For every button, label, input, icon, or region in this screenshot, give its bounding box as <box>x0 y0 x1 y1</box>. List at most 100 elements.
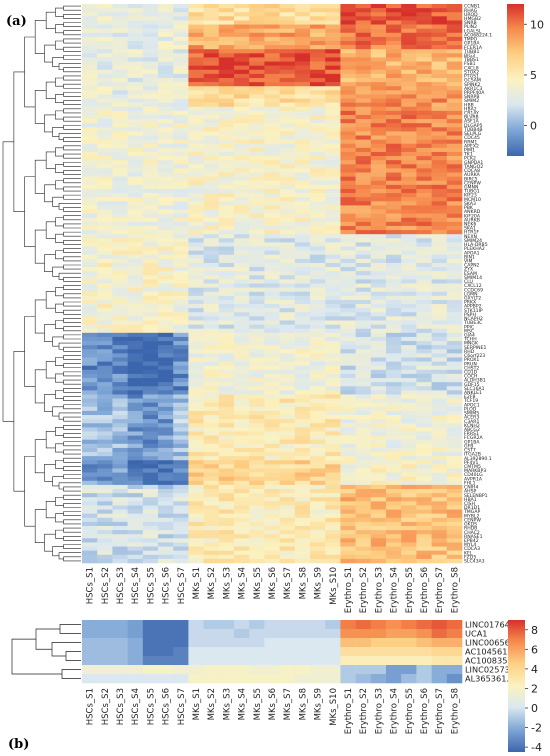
heatmap-a-cell <box>112 271 128 276</box>
heatmap-a-cell <box>234 373 250 379</box>
heatmap-a-cell <box>279 406 296 412</box>
heatmap-a-cell <box>340 291 356 297</box>
heatmap-a-cell <box>264 287 280 293</box>
heatmap-a-cell <box>127 28 144 34</box>
heatmap-a-cell <box>188 213 204 219</box>
heatmap-a-cell <box>158 345 174 350</box>
heatmap-a-cell <box>173 94 189 99</box>
dendrogram-branch <box>63 441 81 447</box>
heatmap-a-cell <box>142 427 159 432</box>
heatmap-a-cell <box>127 291 144 297</box>
heatmap-a-cell <box>416 131 432 136</box>
dendrogram-branch <box>63 124 81 130</box>
heatmap-a-cell <box>218 127 235 132</box>
heatmap-a-cell <box>431 147 448 153</box>
heatmap-a-cell <box>279 258 296 264</box>
heatmap-a-cell <box>431 283 448 288</box>
heatmap-a-cell <box>142 114 159 120</box>
heatmap-a-cell <box>234 480 250 486</box>
heatmap-a-cell <box>249 546 265 551</box>
heatmap-a-cell <box>234 456 250 461</box>
heatmap-a-cell <box>416 184 432 190</box>
heatmap-a-cell <box>142 86 159 91</box>
heatmap-a-cell <box>340 201 356 206</box>
heatmap-a-cell <box>370 143 387 149</box>
heatmap-a-cell <box>142 369 159 375</box>
heatmap-a-cell <box>279 550 296 556</box>
heatmap-a-cell <box>294 373 311 379</box>
heatmap-a-cell <box>370 526 387 531</box>
heatmap-a-cell <box>249 382 265 387</box>
heatmap-a-cell <box>386 238 402 243</box>
heatmap-a-cell <box>234 180 250 186</box>
heatmap-a-cell <box>218 279 235 284</box>
dendrogram-branch <box>52 336 64 347</box>
dendrogram-branch <box>35 628 60 650</box>
heatmap-a-cell <box>325 49 341 54</box>
heatmap-a-cell <box>386 94 402 99</box>
heatmap-a-cell <box>370 45 387 50</box>
heatmap-a-cell <box>188 460 204 465</box>
heatmap-a-cell <box>264 509 280 514</box>
heatmap-a-cell <box>294 90 311 95</box>
heatmap-a-cell <box>294 341 311 346</box>
heatmap-a-cell <box>416 254 432 260</box>
heatmap-a-cell <box>264 32 280 38</box>
heatmap-a-cell <box>355 447 372 453</box>
heatmap-a-cell <box>340 40 356 46</box>
heatmap-a-cell <box>294 517 311 523</box>
heatmap-b-cell <box>158 665 174 675</box>
heatmap-a-cell <box>386 156 402 161</box>
heatmap-a-cell <box>401 160 417 165</box>
heatmap-a-cell <box>203 156 220 161</box>
heatmap-a-cell <box>264 230 280 235</box>
heatmap-a-cell <box>142 558 159 564</box>
heatmap-a-cell <box>446 287 463 293</box>
heatmap-a-cell <box>294 464 311 469</box>
heatmap-a-cell <box>401 12 417 17</box>
heatmap-a-cell <box>279 493 296 498</box>
heatmap-a-cell <box>97 193 113 198</box>
heatmap-a-cell <box>325 164 341 169</box>
heatmap-a-cell <box>158 114 174 120</box>
heatmap-a-cell <box>386 341 402 346</box>
heatmap-a-cell <box>127 336 144 342</box>
heatmap-a-cell <box>188 324 204 330</box>
heatmap-a-cell <box>127 341 144 346</box>
heatmap-a-cell <box>82 127 98 132</box>
heatmap-a-cell <box>234 238 250 243</box>
gene-label: APOC1 <box>464 402 480 408</box>
heatmap-a-cell <box>142 225 159 231</box>
heatmap-a-cell <box>82 45 98 50</box>
heatmap-a-cell <box>97 447 113 453</box>
dendrogram-branch <box>63 67 81 73</box>
heatmap-a-cell <box>97 452 113 457</box>
heatmap-a-cell <box>310 16 326 21</box>
gene-label: BIRC5 <box>464 176 478 182</box>
heatmap-a-cell <box>370 36 387 42</box>
heatmap-a-cell <box>112 90 128 95</box>
heatmap-a-cell <box>82 225 98 231</box>
dendrogram-branch <box>55 427 64 436</box>
heatmap-a-cell <box>264 336 280 342</box>
dendrogram-branch <box>44 464 56 482</box>
heatmap-a-cell <box>264 275 280 280</box>
heatmap-a-cell <box>203 526 220 531</box>
heatmap-a-cell <box>142 378 159 383</box>
heatmap-a-cell <box>279 460 296 465</box>
heatmap-a-cell <box>203 472 220 477</box>
heatmap-a-cell <box>355 304 372 309</box>
heatmap-a-cell <box>142 382 159 387</box>
heatmap-a-cell <box>446 505 463 510</box>
heatmap-a-cell <box>401 291 417 297</box>
heatmap-a-cell <box>82 443 98 449</box>
dendrogram-branch <box>24 316 36 387</box>
heatmap-a-cell <box>431 361 448 367</box>
heatmap-a-cell <box>431 114 448 120</box>
heatmap-a-cell <box>112 184 128 190</box>
heatmap-a-cell <box>416 73 432 79</box>
heatmap-a-cell <box>355 538 372 543</box>
heatmap-a-cell <box>203 513 220 519</box>
heatmap-a-cell <box>446 209 463 214</box>
heatmap-a-cell <box>264 221 280 227</box>
